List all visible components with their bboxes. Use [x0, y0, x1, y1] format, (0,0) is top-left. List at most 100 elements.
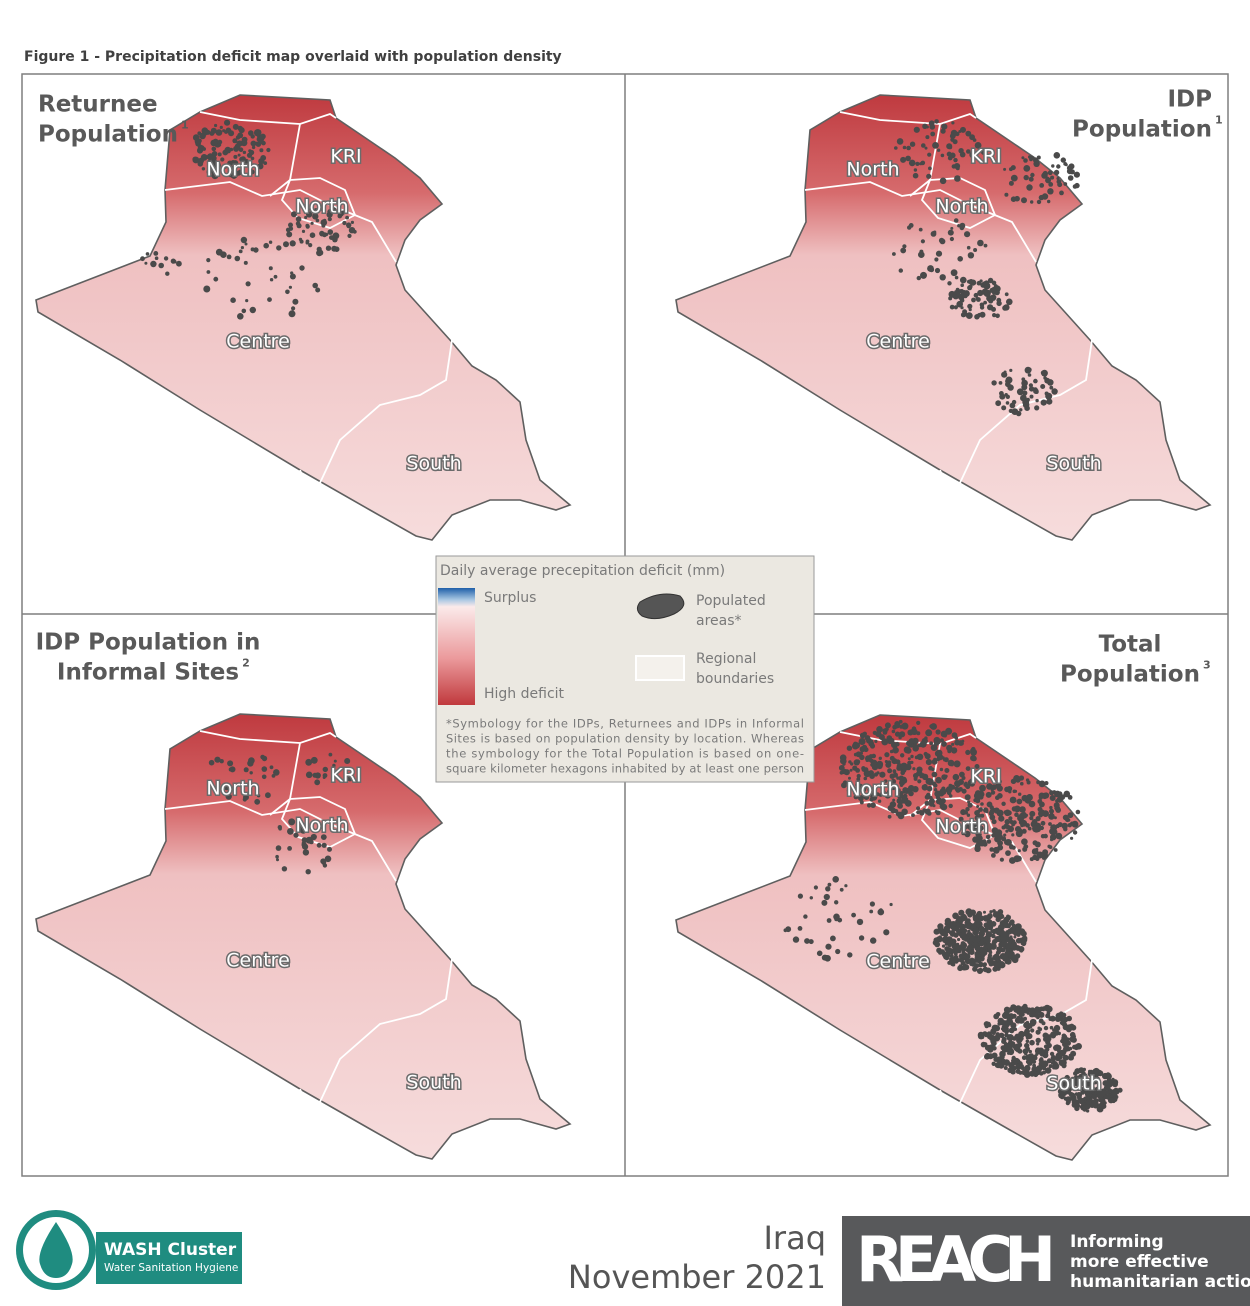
populated-area [288, 310, 296, 318]
populated-area [288, 818, 296, 826]
populated-area [991, 829, 996, 833]
populated-area [986, 956, 994, 964]
populated-area [1005, 824, 1011, 830]
populated-area [295, 221, 301, 226]
populated-area [922, 123, 928, 129]
populated-area [1032, 840, 1038, 846]
populated-area [896, 138, 904, 145]
populated-area [310, 221, 314, 225]
populated-area [1034, 390, 1039, 394]
populated-area [350, 220, 354, 224]
populated-area [1108, 1089, 1113, 1093]
populated-area [912, 172, 919, 179]
populated-area [876, 760, 884, 768]
populated-area [1044, 781, 1049, 786]
populated-area [955, 166, 960, 171]
populated-area [952, 773, 960, 781]
populated-area [992, 1031, 996, 1035]
reach-tagline: humanitarian action [1070, 1272, 1250, 1292]
panel-title: Population [1060, 662, 1200, 688]
populated-area [1049, 805, 1053, 810]
populated-area [916, 806, 921, 811]
populated-area [319, 825, 324, 829]
populated-area [1063, 827, 1068, 832]
populated-area [1013, 805, 1021, 813]
populated-area [1068, 163, 1075, 170]
populated-area [1110, 1089, 1118, 1096]
populated-area [301, 229, 306, 233]
populated-area [1026, 184, 1033, 191]
populated-area [305, 240, 310, 245]
populated-area [985, 791, 992, 798]
populated-area [1036, 1038, 1040, 1042]
populated-area [902, 145, 907, 150]
populated-area [983, 280, 990, 286]
populated-area [1040, 834, 1046, 839]
populated-area [920, 271, 927, 279]
populated-area [916, 720, 921, 725]
populated-area [1059, 190, 1064, 196]
populated-area [797, 926, 803, 931]
populated-area [1029, 394, 1034, 399]
populated-area [1067, 175, 1074, 181]
populated-area [273, 769, 280, 776]
populated-area [1066, 1037, 1071, 1041]
populated-area [874, 739, 878, 743]
populated-area [948, 787, 952, 791]
populated-area [863, 770, 870, 776]
populated-area [322, 776, 326, 779]
populated-area [1040, 399, 1047, 406]
country [675, 94, 1212, 541]
populated-area [999, 393, 1006, 400]
populated-area [1067, 812, 1074, 819]
populated-area [267, 297, 272, 302]
populated-area [901, 797, 908, 804]
populated-area [1005, 850, 1011, 856]
populated-area [979, 311, 986, 318]
populated-area [234, 255, 241, 262]
populated-area [939, 788, 947, 795]
populated-area [852, 765, 858, 771]
populated-area [299, 265, 305, 271]
populated-area [1048, 813, 1055, 820]
populated-area [289, 240, 296, 247]
populated-area [221, 252, 225, 256]
populated-area [1039, 1071, 1044, 1076]
populated-area [933, 230, 937, 234]
populated-area [1064, 163, 1068, 167]
populated-area [295, 216, 302, 222]
populated-area [1070, 1095, 1077, 1102]
populated-area [848, 760, 852, 764]
populated-area [927, 152, 932, 157]
populated-area [1028, 386, 1035, 392]
populated-area [1001, 1026, 1008, 1033]
populated-area [890, 778, 897, 785]
populated-area [1027, 1053, 1033, 1058]
populated-area [989, 805, 994, 810]
populated-area [991, 833, 996, 838]
place: Iraq [763, 1219, 826, 1257]
populated-area [797, 893, 803, 899]
populated-area [989, 847, 994, 852]
panel-title: Population [1072, 117, 1212, 143]
populated-area [935, 795, 941, 800]
populated-area [1050, 1061, 1055, 1065]
populated-area [869, 739, 874, 743]
populated-area [972, 958, 977, 963]
populated-area [824, 955, 831, 962]
populated-area [869, 797, 874, 802]
populated-area [990, 294, 997, 301]
populated-area [871, 764, 879, 771]
populated-area [327, 208, 334, 216]
populated-area [1008, 816, 1013, 821]
region-label: South [1046, 453, 1101, 475]
populated-area [960, 276, 967, 284]
populated-area [1016, 954, 1020, 958]
legend-low: Surplus [484, 590, 536, 606]
populated-area [906, 145, 911, 151]
populated-area [154, 256, 159, 261]
populated-area [248, 757, 255, 764]
populated-area [224, 130, 228, 134]
populated-area [197, 131, 202, 136]
populated-area [846, 745, 853, 751]
